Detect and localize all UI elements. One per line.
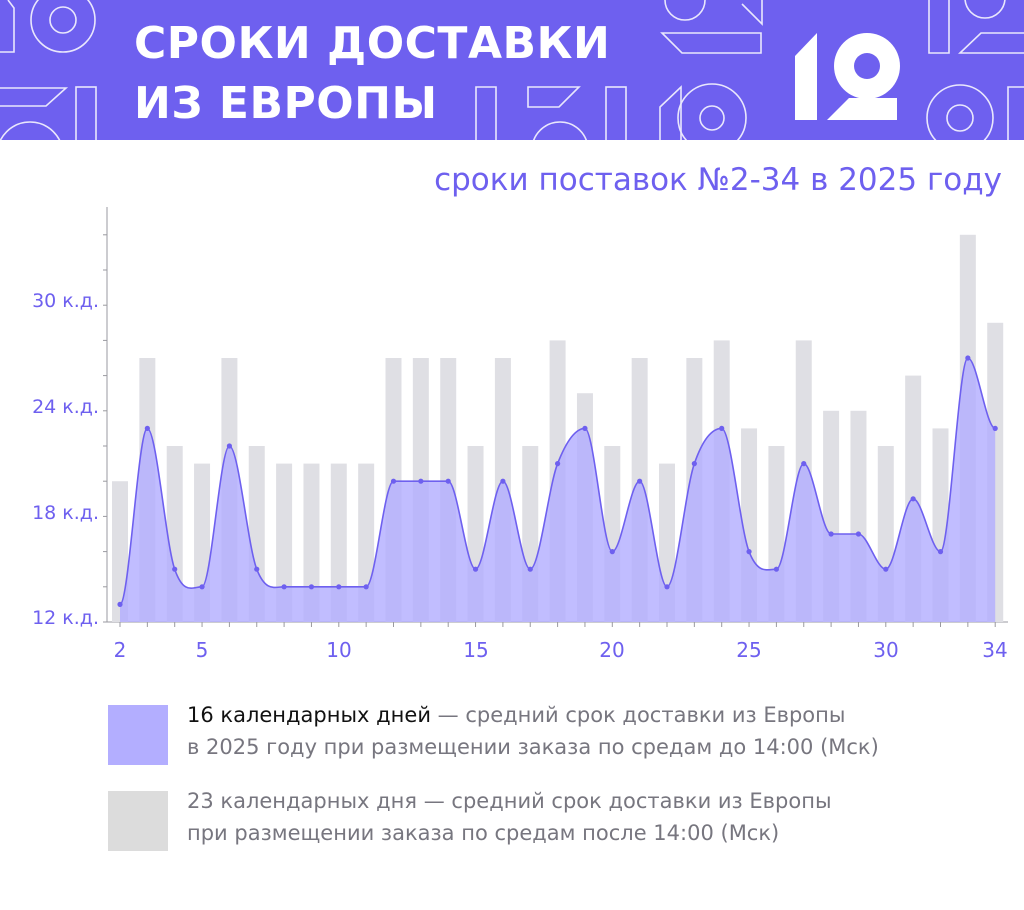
page-title: СРОКИ ДОСТАВКИ ИЗ ЕВРОПЫ xyxy=(134,14,610,134)
logo-1c-icon xyxy=(795,33,900,120)
data-point xyxy=(254,566,260,572)
data-point xyxy=(199,584,205,590)
data-point xyxy=(719,425,725,431)
legend-text-line2: при размещении заказа по средам после 14… xyxy=(187,821,780,845)
bar-after-14 xyxy=(276,463,293,622)
data-point xyxy=(363,584,369,590)
x-label-5: 5 xyxy=(195,638,209,662)
data-point xyxy=(172,566,178,572)
data-point xyxy=(937,549,944,555)
delivery-chart xyxy=(103,207,1008,627)
bar-after-14 xyxy=(112,481,128,622)
x-label-2: 2 xyxy=(113,638,127,662)
legend-swatch-gray xyxy=(108,791,168,851)
data-point xyxy=(855,531,862,537)
legend-text: — средний срок доставки из Европы xyxy=(430,703,846,727)
x-label-30: 30 xyxy=(873,638,899,662)
data-point xyxy=(226,443,232,449)
data-point xyxy=(691,461,697,467)
data-point xyxy=(281,584,287,590)
data-point xyxy=(609,549,615,555)
data-point xyxy=(992,425,998,431)
data-point xyxy=(828,531,834,537)
data-point xyxy=(664,584,670,590)
x-label-20: 20 xyxy=(599,638,625,662)
data-point xyxy=(117,601,123,608)
data-point xyxy=(801,461,807,467)
title-line-1: СРОКИ ДОСТАВКИ xyxy=(134,18,611,69)
x-label-25: 25 xyxy=(736,638,762,662)
legend-lead-text: 23 календарных дня xyxy=(187,789,418,813)
legend-text-line2: в 2025 году при размещении заказа по сре… xyxy=(187,735,879,759)
decorative-pattern-icon xyxy=(0,0,1024,140)
data-point xyxy=(582,425,588,431)
y-label-30: 30 к.д. xyxy=(32,290,99,312)
data-point xyxy=(555,461,561,467)
x-label-15: 15 xyxy=(463,638,489,662)
data-point xyxy=(418,478,424,484)
data-point xyxy=(965,355,971,361)
data-point xyxy=(637,478,643,484)
title-line-2: ИЗ ЕВРОПЫ xyxy=(134,78,438,129)
header-banner: СРОКИ ДОСТАВКИ ИЗ ЕВРОПЫ xyxy=(0,0,1024,140)
data-point xyxy=(336,584,342,590)
data-point xyxy=(144,425,150,431)
data-point xyxy=(527,566,533,572)
x-label-10: 10 xyxy=(326,638,352,662)
x-label-34: 34 xyxy=(982,638,1008,662)
y-label-24: 24 к.д. xyxy=(32,396,99,418)
legend-bold-text: 16 календарных дней xyxy=(187,703,431,727)
area-before-14 xyxy=(120,358,996,622)
legend-swatch-purple xyxy=(108,705,168,765)
data-point xyxy=(445,478,451,484)
bar-after-14 xyxy=(330,463,347,622)
data-point xyxy=(390,478,397,484)
data-point xyxy=(308,584,315,590)
legend-text: — средний срок доставки из Европы xyxy=(417,789,832,813)
data-point xyxy=(500,478,506,484)
bar-after-14 xyxy=(303,463,320,622)
data-point xyxy=(910,496,916,502)
y-label-18: 18 к.д. xyxy=(32,502,99,524)
data-point xyxy=(773,566,780,572)
data-point xyxy=(883,566,889,572)
data-point xyxy=(746,549,752,555)
y-label-12: 12 к.д. xyxy=(32,607,99,629)
chart-subtitle: сроки поставок №2-34 в 2025 году xyxy=(434,162,1002,198)
data-point xyxy=(472,566,479,572)
